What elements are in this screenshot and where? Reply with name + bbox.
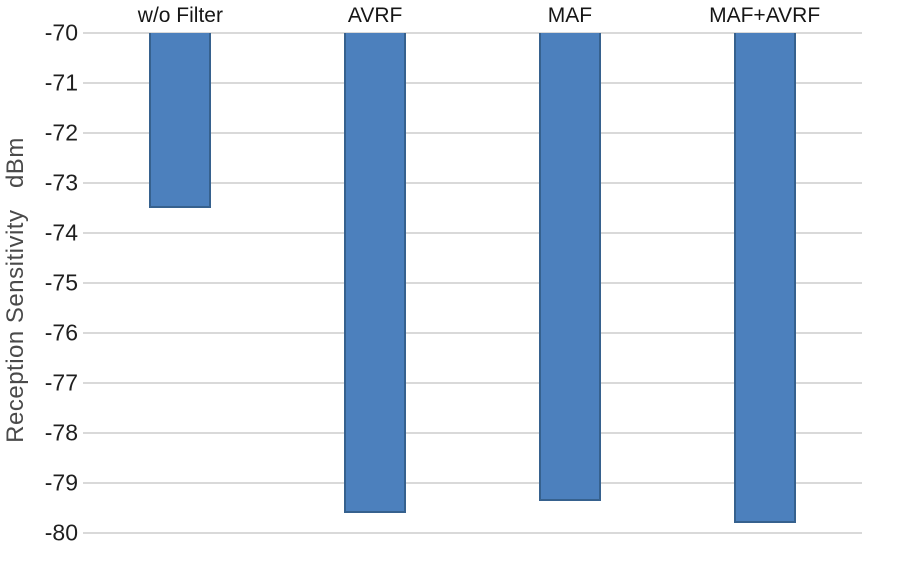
y-tick-label: -80 xyxy=(44,519,78,546)
plot-area xyxy=(83,32,862,534)
y-tick-label: -74 xyxy=(44,219,78,246)
gridline xyxy=(83,332,862,334)
gridline xyxy=(83,432,862,434)
gridline xyxy=(83,382,862,384)
gridline xyxy=(83,532,862,534)
y-tick-label: -76 xyxy=(44,319,78,346)
y-tick-label: -77 xyxy=(44,369,78,396)
y-tick-label: -78 xyxy=(44,419,78,446)
y-tick-label: -79 xyxy=(44,469,78,496)
gridline xyxy=(83,232,862,234)
y-tick-label: -73 xyxy=(44,169,78,196)
category-label: w/o Filter xyxy=(137,4,223,27)
category-label: MAF xyxy=(547,4,593,27)
y-tick-label: -71 xyxy=(44,69,78,96)
y-tick-label: -70 xyxy=(44,19,78,46)
gridline xyxy=(83,32,862,34)
gridline xyxy=(83,132,862,134)
bar-avrf xyxy=(344,33,407,513)
category-label: AVRF xyxy=(347,4,403,27)
category-label: MAF+AVRF xyxy=(709,4,821,27)
bar-maf-avrf xyxy=(733,33,796,523)
y-tick-label: -75 xyxy=(44,269,78,296)
bar-maf xyxy=(538,33,601,501)
gridline xyxy=(83,82,862,84)
gridline xyxy=(83,282,862,284)
gridline xyxy=(83,182,862,184)
gridline xyxy=(83,482,862,484)
y-tick-label: -72 xyxy=(44,119,78,146)
bar-w-o-filter xyxy=(149,33,212,208)
